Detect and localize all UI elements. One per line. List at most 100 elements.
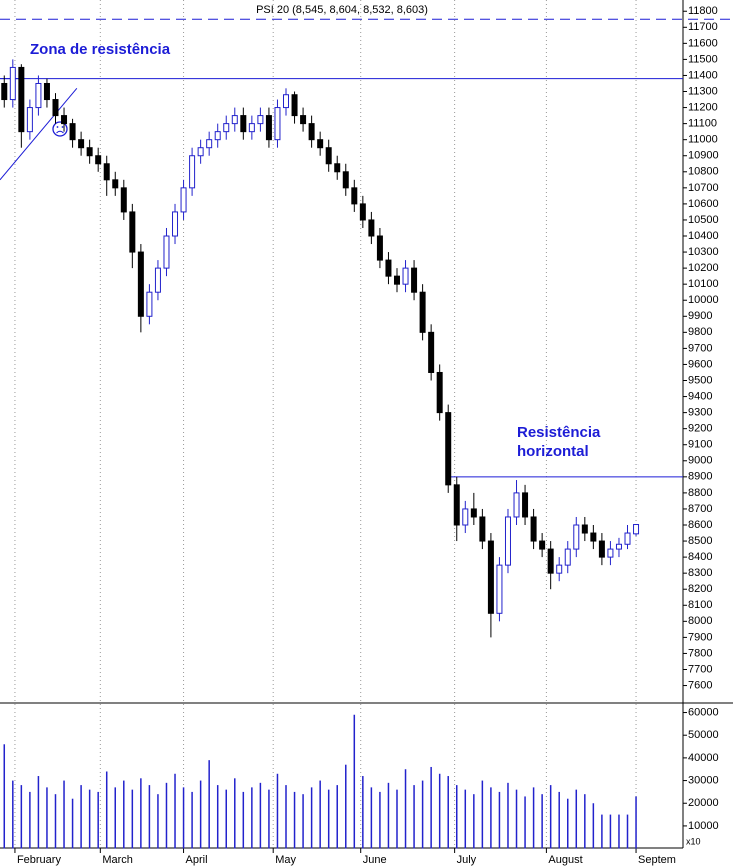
candle-body [291,94,298,117]
candle-body [556,564,563,574]
x-tick-label: May [275,854,296,866]
candle-body [137,251,144,317]
candle-body [197,147,204,157]
annotation: Resistência [517,424,601,441]
candle-body [581,524,588,534]
candle-body [376,235,383,261]
trendline [0,87,78,181]
candle-body [1,82,8,101]
candle-body [283,94,290,109]
candle-body [539,540,546,550]
candle-body [180,187,187,213]
volume-unit: x10 [686,836,701,846]
candle-body [206,139,213,149]
candle-body [317,139,324,149]
x-tick-label: Septem [638,854,676,866]
candle-body [624,532,631,545]
y-tick-label: 7700 [688,663,712,675]
candle-body [240,115,247,133]
candle-body [163,235,170,269]
candle-body [590,532,597,542]
candle-body [257,115,264,125]
candle-body [530,516,537,542]
y-tick-label: 8700 [688,503,712,515]
candle-body [18,66,25,133]
y-tick-label: 10500 [688,214,719,226]
y-tick-label: 11800 [688,5,718,17]
candle-body [547,548,554,574]
candle-body [487,540,494,614]
y-tick-label: 10400 [688,230,719,242]
y-tick-label: 11400 [688,69,718,81]
annotation: Zona de resistência [30,41,171,58]
chart-title: PSI 20 (8,545, 8,604, 8,532, 8,603) [256,4,428,16]
y-tick-label: 9500 [688,374,712,386]
candle-body [308,123,315,141]
volume-tick-label: 50000 [688,729,719,741]
candle-body [633,524,640,535]
volume-tick-label: 40000 [688,752,719,764]
candle-body [35,82,42,109]
y-tick-label: 9200 [688,423,712,435]
candle-body [607,548,614,558]
y-tick-label: 9300 [688,407,712,419]
candle-body [172,211,179,237]
candle-body [61,115,68,125]
x-tick-label: February [17,854,62,866]
y-tick-label: 8400 [688,551,712,563]
y-tick-label: 8200 [688,583,712,595]
candle-body [496,564,503,614]
candle-body [120,187,127,213]
candle-body [436,371,443,414]
y-tick-label: 11500 [688,53,718,65]
candle-body [513,492,520,518]
candle-body [334,163,341,173]
candle-body [445,412,452,486]
candle-body [231,115,238,125]
candle-body [43,82,50,101]
volume-tick-label: 10000 [688,820,719,832]
candle-body [615,543,622,550]
y-tick-label: 8800 [688,487,712,499]
candle-body [522,492,529,518]
candle-body [274,107,281,141]
volume-tick-label: 20000 [688,797,719,809]
y-tick-label: 8900 [688,471,712,483]
candle-body [52,99,59,117]
y-tick-label: 9800 [688,326,712,338]
candle-body [359,203,366,221]
volume-tick-label: 60000 [688,706,719,718]
candle-body [325,147,332,165]
y-tick-label: 9600 [688,358,712,370]
y-tick-label: 10700 [688,182,719,194]
candle-body [573,524,580,550]
y-tick-label: 9900 [688,310,712,322]
candle-body [342,171,349,189]
y-tick-label: 8100 [688,599,712,611]
y-tick-label: 7600 [688,679,712,691]
candle-body [69,123,76,141]
candle-body [103,163,110,181]
y-tick-label: 7800 [688,647,712,659]
annotation: horizontal [517,443,589,460]
candle-body [402,267,409,285]
candle-body [411,267,418,293]
candle-body [393,275,400,285]
y-tick-label: 11100 [688,118,717,130]
candle-body [598,540,605,558]
candle-body [300,115,307,125]
y-tick-label: 11000 [688,134,718,146]
candle-body [129,211,136,253]
candle-body [26,107,33,133]
y-tick-label: 10100 [688,278,719,290]
candle-body [453,484,460,526]
candle-body [154,267,161,293]
y-tick-label: 11700 [688,21,718,33]
y-tick-label: 10800 [688,166,719,178]
y-tick-label: 10600 [688,198,719,210]
x-tick-label: March [102,854,133,866]
y-tick-label: 8300 [688,567,712,579]
x-tick-label: April [186,854,208,866]
y-tick-label: 9400 [688,390,712,402]
